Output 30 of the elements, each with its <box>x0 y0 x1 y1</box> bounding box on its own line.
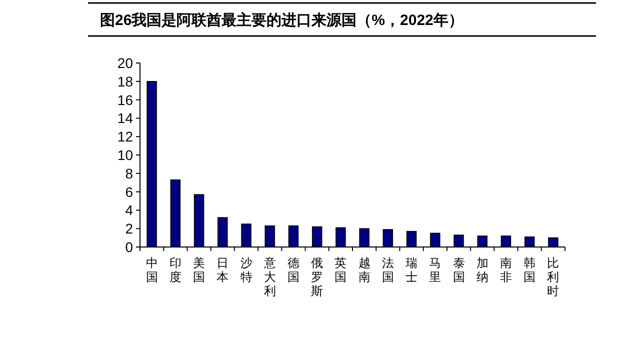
y-tick-label: 18 <box>117 73 134 90</box>
x-tick-label: 法国 <box>382 256 394 284</box>
x-tick-label: 加纳 <box>476 256 488 284</box>
x-tick-label: 韩国 <box>524 256 536 284</box>
y-tick-label: 20 <box>117 55 134 71</box>
x-tick-label: 越南 <box>358 256 370 284</box>
y-tick-label: 4 <box>125 202 134 218</box>
y-tick-label: 14 <box>117 110 134 126</box>
x-tick-label: 美国 <box>193 256 206 284</box>
y-tick-label: 12 <box>117 128 134 145</box>
x-tick-label: 意大利 <box>262 256 276 298</box>
y-tick-label: 16 <box>117 92 134 108</box>
x-tick-label: 马里 <box>429 256 442 284</box>
x-tick-label: 印度 <box>169 256 182 284</box>
x-tick-label: 中国 <box>146 256 158 284</box>
y-tick-label: 6 <box>125 184 134 200</box>
x-tick-label: 南非 <box>500 256 512 284</box>
y-tick-label: 8 <box>125 165 134 182</box>
chart-title: 图26我国是阿联酋最主要的进口来源国（%，2022年） <box>100 11 464 29</box>
x-tick-label: 日本 <box>216 256 229 284</box>
x-tick-label: 比利时 <box>547 256 560 298</box>
y-tick-label: 0 <box>125 239 134 255</box>
x-tick-label: 沙特 <box>240 256 252 284</box>
y-tick-label: 2 <box>125 220 134 237</box>
x-tick-label: 瑞士 <box>406 256 418 284</box>
x-tick-label: 英国 <box>334 256 347 284</box>
x-tick-label: 泰国 <box>452 256 465 284</box>
x-tick-label: 德国 <box>287 256 300 284</box>
x-tick-label: 俄罗斯 <box>311 256 324 298</box>
y-tick-label: 10 <box>117 147 134 163</box>
